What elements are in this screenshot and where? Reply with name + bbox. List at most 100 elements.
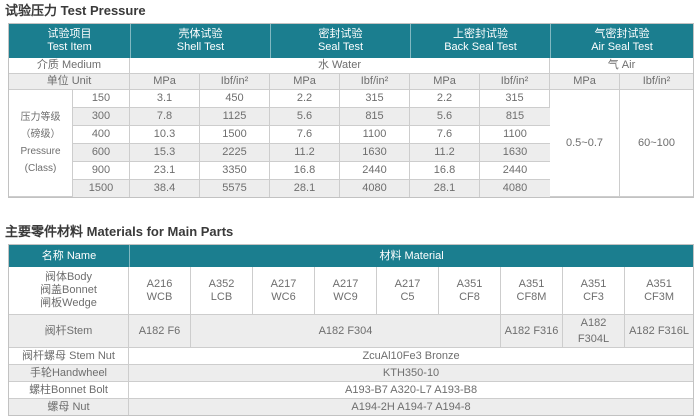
unit-row: 单位 Unit MPa Ibf/in² MPa Ibf/in² MPa Ibf/… <box>9 74 693 90</box>
value-cell: 11.2 <box>270 144 340 162</box>
value-cell: 10.3 <box>130 126 200 144</box>
air-seal-mpa-cell: 0.5~0.7 <box>550 90 620 197</box>
unit-cell: Ibf/in² <box>480 74 550 90</box>
unit-cell: Ibf/in² <box>200 74 270 90</box>
value-cell: 1100 <box>340 126 410 144</box>
value-cell: 2440 <box>340 162 410 180</box>
unit-cell: MPa <box>130 74 200 90</box>
material-cell: KTH350-10 <box>129 365 694 382</box>
value-cell: 815 <box>340 108 410 126</box>
material-cell: A351 CF3 <box>563 267 625 315</box>
value-cell: 2225 <box>200 144 270 162</box>
medium-label: 介质 Medium <box>9 58 130 74</box>
material-cell: A182 F304L <box>563 315 625 348</box>
pressure-row-300: 300 7.8 1125 5.6 815 5.6 815 <box>9 108 693 126</box>
value-cell: 4080 <box>340 180 410 197</box>
class-cell: 400 <box>73 126 130 144</box>
pressure-row-600: 600 15.3 2225 11.2 1630 11.2 1630 <box>9 144 693 162</box>
class-cell: 1500 <box>73 180 130 197</box>
value-cell: 2.2 <box>270 90 340 108</box>
header-seal-test: 密封试验 Seal Test <box>270 24 410 58</box>
part-name: 阀体Body 阀盖Bonnet 闸板Wedge <box>9 267 129 315</box>
header-shell-test: 壳体试验 Shell Test <box>130 24 270 58</box>
unit-cell: MPa <box>410 74 480 90</box>
material-cell: A351 CF3M <box>625 267 694 315</box>
value-cell: 15.3 <box>130 144 200 162</box>
unit-label: 单位 Unit <box>9 74 130 90</box>
class-cell: 300 <box>73 108 130 126</box>
class-cell: 600 <box>73 144 130 162</box>
part-name: 阀杆Stem <box>9 315 129 348</box>
material-cell: A217 WC9 <box>315 267 377 315</box>
header-name: 名称 Name <box>9 245 129 267</box>
value-cell: 7.6 <box>410 126 480 144</box>
medium-water: 水 Water <box>130 58 550 74</box>
material-cell: A352 LCB <box>191 267 253 315</box>
value-cell: 28.1 <box>270 180 340 197</box>
part-name: 螺柱Bonnet Bolt <box>9 382 129 399</box>
nut-row: 螺母 Nut A194-2H A194-7 A194-8 <box>9 399 694 415</box>
unit-cell: Ibf/in² <box>620 74 693 90</box>
value-cell: 7.8 <box>130 108 200 126</box>
value-cell: 1630 <box>340 144 410 162</box>
header-back-seal-test: 上密封试验 Back Seal Test <box>410 24 550 58</box>
header-material: 材料 Material <box>129 245 694 267</box>
class-cell: 900 <box>73 162 130 180</box>
material-cell: A182 F304 <box>191 315 501 348</box>
value-cell: 11.2 <box>410 144 480 162</box>
value-cell: 1100 <box>480 126 550 144</box>
material-cell: A351 CF8 <box>439 267 501 315</box>
value-cell: 16.8 <box>270 162 340 180</box>
pressure-row-1500: 1500 38.4 5575 28.1 4080 28.1 4080 <box>9 180 693 197</box>
value-cell: 5575 <box>200 180 270 197</box>
value-cell: 5.6 <box>410 108 480 126</box>
value-cell: 7.6 <box>270 126 340 144</box>
value-cell: 1500 <box>200 126 270 144</box>
handwheel-row: 手轮Handwheel KTH350-10 <box>9 365 694 382</box>
unit-cell: Ibf/in² <box>340 74 410 90</box>
medium-air: 气 Air <box>550 58 693 74</box>
value-cell: 5.6 <box>270 108 340 126</box>
value-cell: 2.2 <box>410 90 480 108</box>
air-seal-psi-cell: 60~100 <box>620 90 693 197</box>
materials-title: 主要零件材料 Materials for Main Parts <box>5 224 234 239</box>
pressure-row-900: 900 23.1 3350 16.8 2440 16.8 2440 <box>9 162 693 180</box>
material-cell: A182 F6 <box>129 315 191 348</box>
pressure-class-label: 压力等级 （磅级） Pressure (Class) <box>9 90 73 197</box>
value-cell: 1630 <box>480 144 550 162</box>
pressure-row-150: 压力等级 （磅级） Pressure (Class) 150 3.1 450 2… <box>9 90 693 197</box>
stem-row: 阀杆Stem A182 F6 A182 F304 A182 F316 A182 … <box>9 315 694 348</box>
body-bonnet-wedge-row: 阀体Body 阀盖Bonnet 闸板Wedge A216 WCB A352 LC… <box>9 267 694 315</box>
material-cell: A217 WC6 <box>253 267 315 315</box>
value-cell: 28.1 <box>410 180 480 197</box>
pressure-header-row: 试验项目 Test Item 壳体试验 Shell Test 密封试验 Seal… <box>9 24 693 58</box>
unit-cell: MPa <box>270 74 340 90</box>
material-cell: A351 CF8M <box>501 267 563 315</box>
header-air-seal-test: 气密封试验 Air Seal Test <box>550 24 693 58</box>
test-pressure-title: 试验压力 Test Pressure <box>5 3 146 18</box>
value-cell: 315 <box>340 90 410 108</box>
material-cell: A216 WCB <box>129 267 191 315</box>
value-cell: 815 <box>480 108 550 126</box>
bonnet-bolt-row: 螺柱Bonnet Bolt A193-B7 A320-L7 A193-B8 <box>9 382 694 399</box>
material-cell: A194-2H A194-7 A194-8 <box>129 399 694 415</box>
value-cell: 3350 <box>200 162 270 180</box>
value-cell: 38.4 <box>130 180 200 197</box>
part-name: 螺母 Nut <box>9 399 129 415</box>
material-cell: A182 F316 <box>501 315 563 348</box>
material-cell: A193-B7 A320-L7 A193-B8 <box>129 382 694 399</box>
materials-header-row: 名称 Name 材料 Material <box>9 245 694 267</box>
test-pressure-table: 试验项目 Test Item 壳体试验 Shell Test 密封试验 Seal… <box>8 23 694 198</box>
class-cell: 150 <box>73 90 130 108</box>
pressure-row-400: 400 10.3 1500 7.6 1100 7.6 1100 <box>9 126 693 144</box>
part-name: 手轮Handwheel <box>9 365 129 382</box>
material-cell: A217 C5 <box>377 267 439 315</box>
material-cell: ZcuAl10Fe3 Bronze <box>129 348 694 365</box>
value-cell: 450 <box>200 90 270 108</box>
unit-cell: MPa <box>550 74 620 90</box>
materials-table: 名称 Name 材料 Material 阀体Body 阀盖Bonnet 闸板We… <box>8 244 694 416</box>
stem-nut-row: 阀杆螺母 Stem Nut ZcuAl10Fe3 Bronze <box>9 348 694 365</box>
value-cell: 315 <box>480 90 550 108</box>
value-cell: 1125 <box>200 108 270 126</box>
value-cell: 2440 <box>480 162 550 180</box>
